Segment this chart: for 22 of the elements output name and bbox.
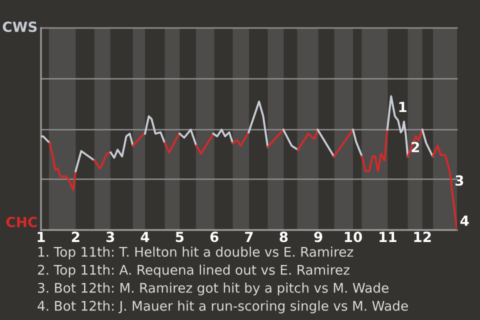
text: 1. Top 11th: T. Helton hit a double vs E. Ramirez (38, 246, 354, 260)
x-tick-label: 7 (245, 232, 253, 242)
x-tick-label: 3 (106, 232, 114, 242)
x-tick-label: 10 (344, 232, 362, 242)
text: 2. Top 11th: A. Requena lined out vs E. Ramirez (38, 264, 350, 278)
x-tick-label: 11 (380, 232, 396, 242)
x-tick-label: 1 (38, 232, 45, 242)
annotation: 2 (412, 142, 420, 152)
x-tick-label: 8 (280, 232, 288, 242)
text: CWS (2, 22, 37, 32)
text: 3. Bot 12th: M. Ramirez got hit by a pitch vs M. Wade (38, 282, 388, 296)
x-tick-label: 5 (176, 232, 184, 242)
x-tick-label: 12 (414, 232, 431, 242)
text: 4. Bot 12th: J. Mauer hit a run-scoring single vs M. Wade (38, 300, 408, 314)
annotation: 4 (460, 216, 469, 226)
x-tick-label: 9 (314, 232, 322, 242)
x-tick-label: 6 (210, 232, 218, 242)
x-tick-label: 4 (140, 232, 150, 242)
annotation: 1 (399, 102, 406, 112)
x-tick-label: 2 (72, 232, 80, 242)
annotation: 3 (456, 175, 464, 186)
text: CHC (6, 216, 37, 228)
